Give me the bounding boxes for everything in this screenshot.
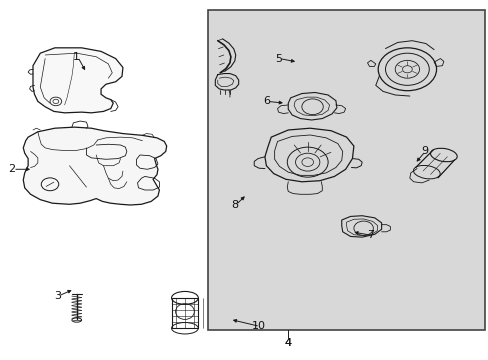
Text: 2: 2	[8, 164, 16, 174]
Text: 7: 7	[366, 230, 374, 240]
Text: 9: 9	[420, 147, 427, 157]
Text: 10: 10	[252, 321, 265, 332]
Text: 4: 4	[284, 338, 291, 347]
Text: 1: 1	[73, 52, 80, 62]
Text: 6: 6	[263, 96, 269, 107]
Text: 8: 8	[231, 200, 238, 210]
Text: 5: 5	[274, 54, 282, 64]
Bar	[171, 298, 198, 328]
Text: 4: 4	[284, 338, 291, 347]
Bar	[207, 10, 484, 330]
Polygon shape	[23, 127, 166, 205]
Polygon shape	[33, 48, 122, 113]
Text: 3: 3	[54, 291, 61, 301]
